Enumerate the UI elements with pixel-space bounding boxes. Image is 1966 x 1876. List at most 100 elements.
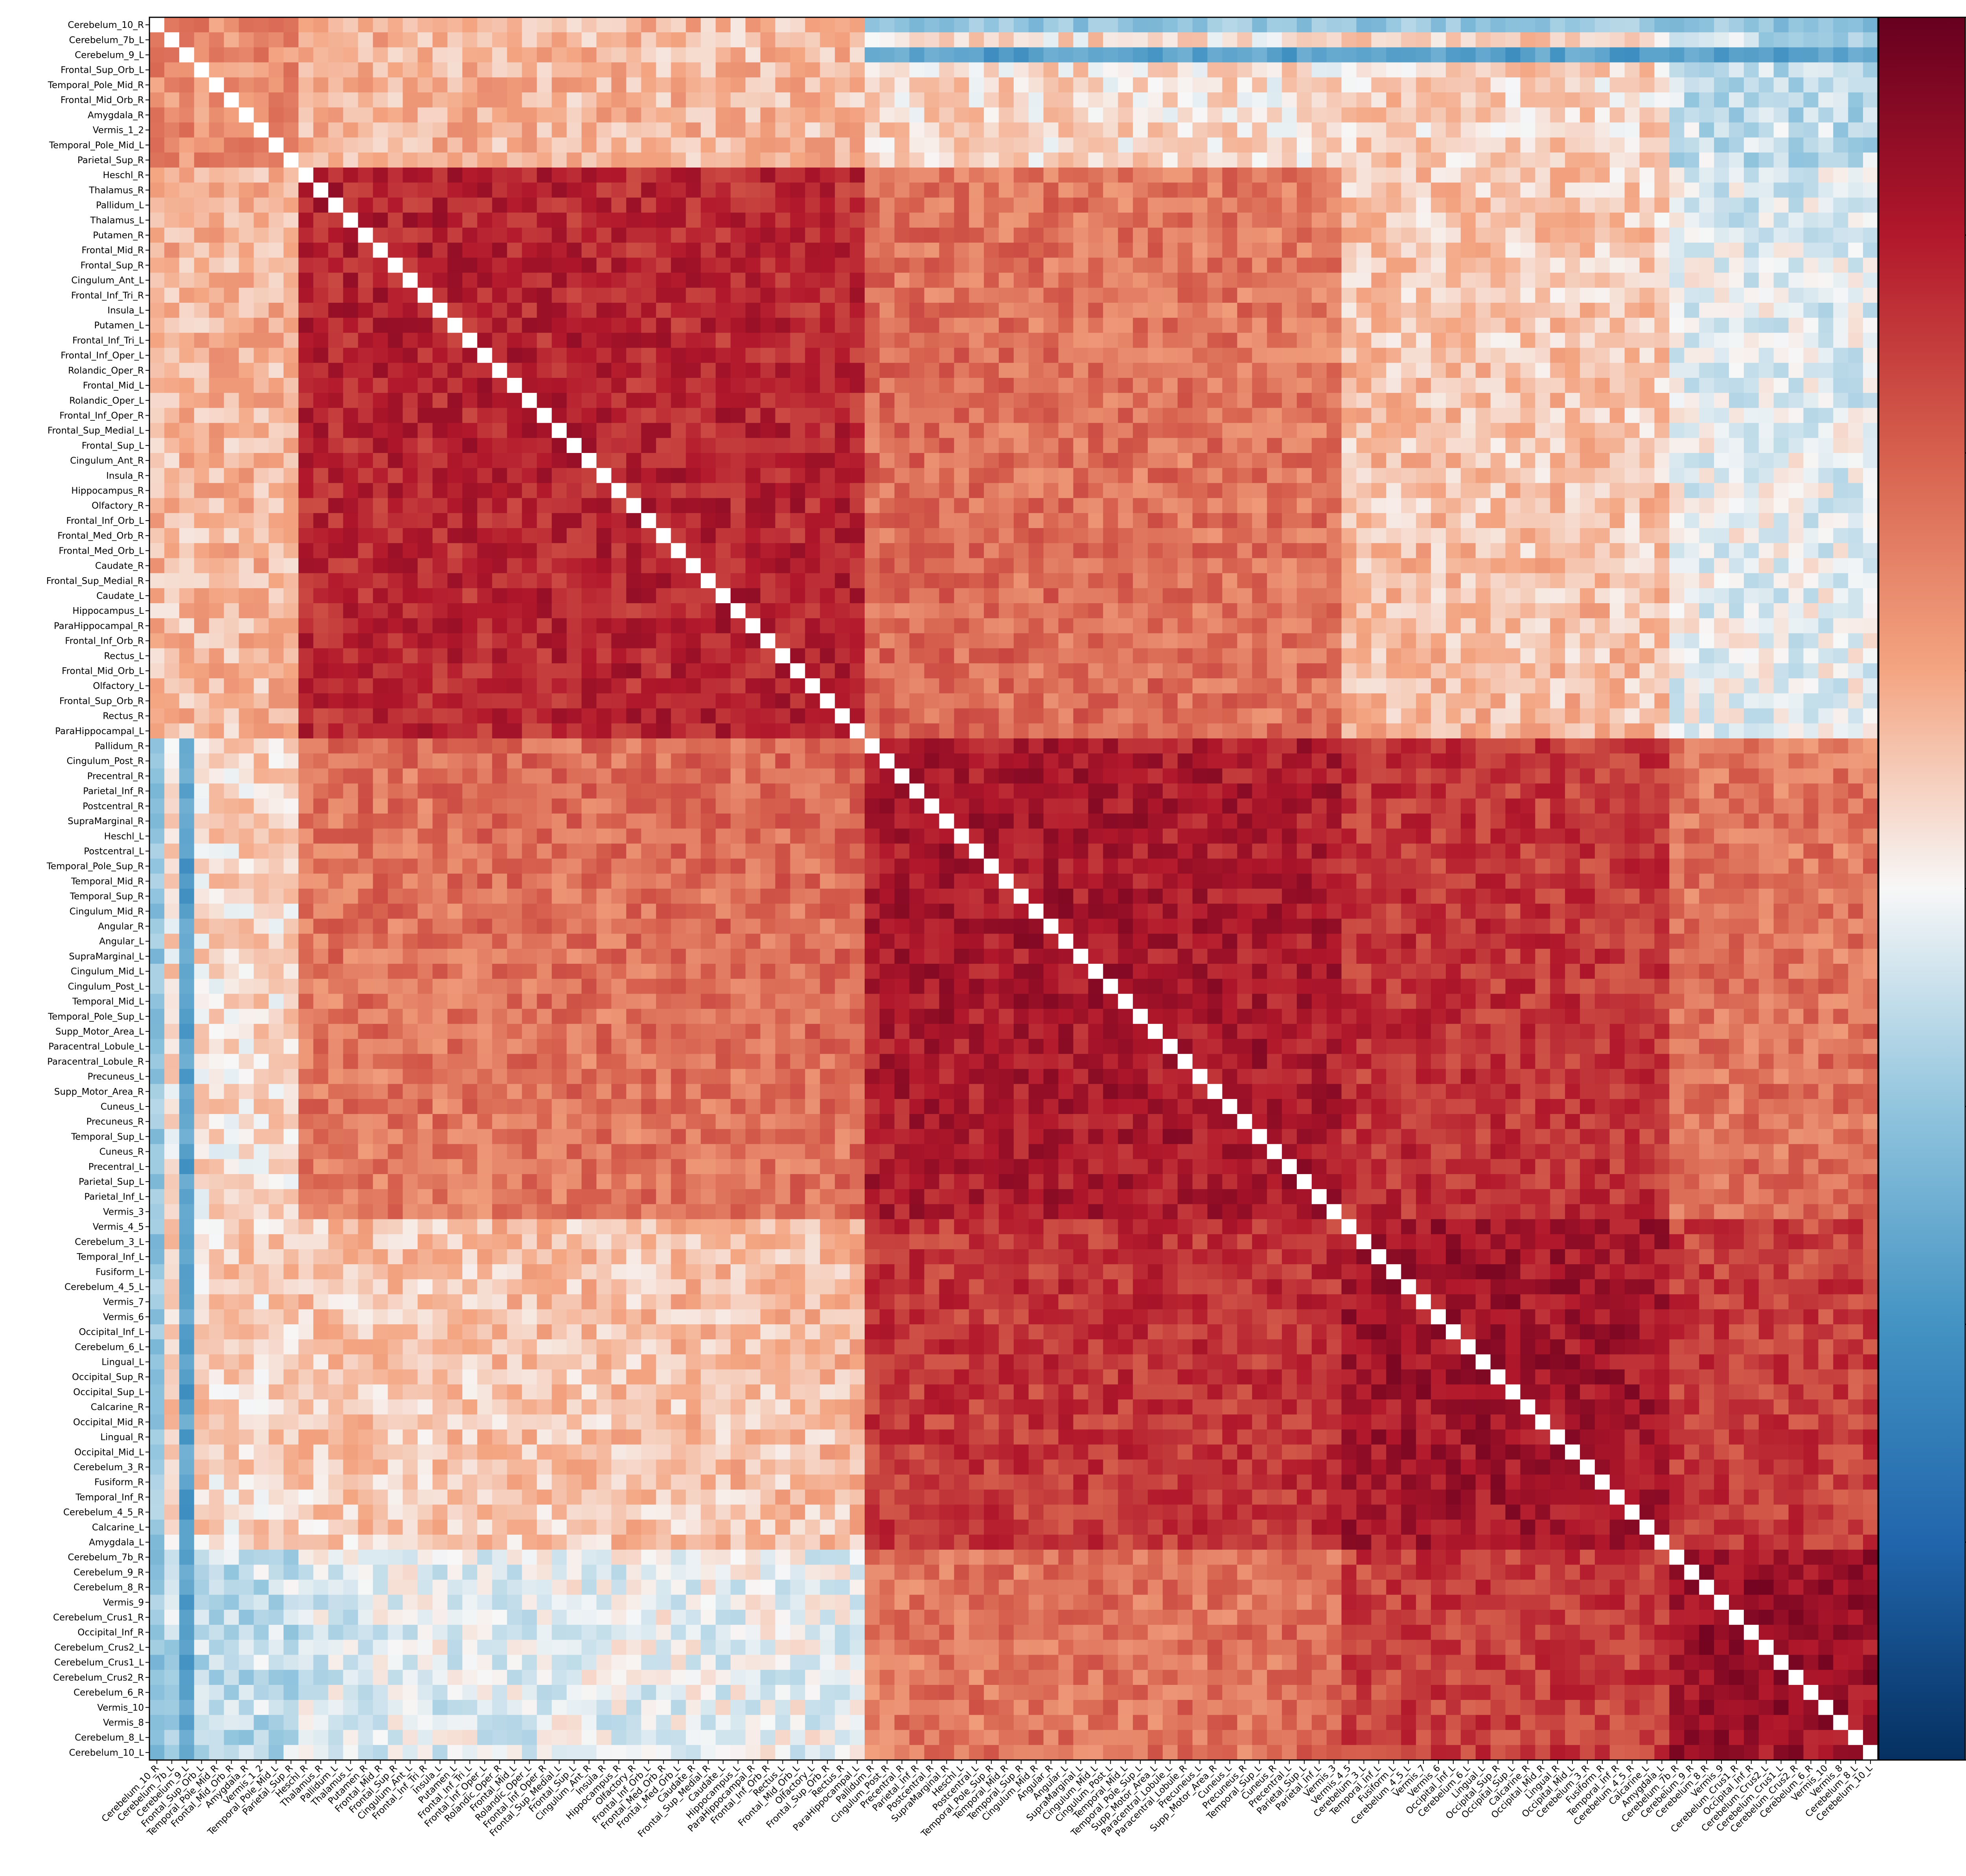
- heatmap-cell: [1192, 483, 1208, 499]
- heatmap-cell: [1222, 438, 1238, 453]
- heatmap-cell: [1594, 408, 1610, 423]
- heatmap-cell: [1624, 137, 1640, 153]
- heatmap-cell: [1460, 633, 1476, 649]
- heatmap-cell: [1148, 107, 1163, 123]
- heatmap-cell: [1311, 197, 1327, 213]
- heatmap-cell: [164, 513, 180, 528]
- heatmap-cell: [567, 377, 582, 393]
- heatmap-cell: [1431, 468, 1446, 484]
- heatmap-cell: [507, 287, 523, 303]
- heatmap-cell: [1565, 17, 1580, 33]
- heatmap-cell: [969, 483, 984, 499]
- heatmap-cell: [760, 618, 776, 634]
- heatmap-cell: [1535, 648, 1550, 664]
- heatmap-cell: [865, 588, 880, 604]
- heatmap-cell: [1237, 182, 1252, 198]
- heatmap-cell: [447, 197, 463, 213]
- heatmap-cell: [969, 77, 984, 93]
- heatmap-cell: [850, 453, 865, 468]
- heatmap-cell: [701, 453, 716, 468]
- heatmap-cell: [1505, 423, 1521, 438]
- heatmap-cell: [1609, 558, 1625, 574]
- heatmap-cell: [1386, 32, 1401, 48]
- heatmap-cell: [283, 32, 299, 48]
- heatmap-cell: [1624, 633, 1640, 649]
- heatmap-cell: [1207, 77, 1223, 93]
- heatmap-cell: [879, 453, 895, 468]
- heatmap-cell: [179, 618, 195, 634]
- heatmap-cell: [1207, 258, 1223, 273]
- heatmap-cell: [1699, 573, 1714, 589]
- heatmap-cell: [239, 453, 254, 468]
- heatmap-cell: [1520, 408, 1535, 423]
- heatmap-cell: [462, 17, 478, 33]
- heatmap-cell: [701, 122, 716, 138]
- heatmap-cell: [447, 182, 463, 198]
- heatmap-cell: [596, 272, 612, 288]
- heatmap-cell: [1162, 558, 1178, 574]
- heatmap-cell: [790, 17, 806, 33]
- heatmap-cell: [641, 543, 657, 559]
- heatmap-cell: [269, 588, 284, 604]
- heatmap-cell: [477, 272, 493, 288]
- heatmap-cell: [343, 483, 359, 499]
- heatmap-cell: [537, 318, 552, 333]
- heatmap-cell: [716, 17, 731, 33]
- heatmap-cell: [1863, 363, 1878, 378]
- heatmap-cell: [1237, 302, 1252, 318]
- heatmap-cell: [582, 633, 597, 649]
- heatmap-cell: [1863, 423, 1878, 438]
- heatmap-cell: [805, 543, 820, 559]
- heatmap-cell: [1460, 272, 1476, 288]
- heatmap-cell: [1490, 348, 1506, 363]
- heatmap-cell: [1177, 377, 1193, 393]
- heatmap-cell: [686, 212, 701, 228]
- heatmap-cell: [1311, 438, 1327, 453]
- heatmap-cell: [254, 618, 269, 634]
- heatmap-cell: [716, 423, 731, 438]
- heatmap-cell: [611, 137, 627, 153]
- heatmap-cell: [1803, 32, 1819, 48]
- heatmap-cell: [1282, 182, 1297, 198]
- heatmap-cell: [1490, 77, 1506, 93]
- heatmap-cell: [507, 152, 523, 168]
- heatmap-cell: [462, 453, 478, 468]
- heatmap-cell: [820, 287, 835, 303]
- heatmap-cell: [1729, 32, 1744, 48]
- heatmap-cell: [1267, 438, 1282, 453]
- heatmap-cell: [686, 318, 701, 333]
- heatmap-cell: [373, 287, 388, 303]
- heatmap-cell: [507, 47, 523, 63]
- heatmap-cell: [805, 603, 820, 619]
- heatmap-cell: [1386, 408, 1401, 423]
- heatmap-cell: [1431, 272, 1446, 288]
- heatmap-cell: [894, 92, 910, 108]
- heatmap-cell: [522, 182, 537, 198]
- heatmap-cell: [835, 243, 850, 258]
- heatmap-cell: [1192, 318, 1208, 333]
- heatmap-cell: [224, 633, 239, 649]
- heatmap-cell: [194, 468, 210, 484]
- heatmap-cell: [1803, 227, 1819, 243]
- heatmap-cell: [194, 137, 210, 153]
- heatmap-cell: [1863, 558, 1878, 574]
- heatmap-cell: [1326, 633, 1342, 649]
- heatmap-cell: [984, 302, 999, 318]
- heatmap-cell: [1669, 438, 1684, 453]
- heatmap-cell: [1386, 243, 1401, 258]
- heatmap-cell: [716, 468, 731, 484]
- heatmap-cell: [865, 122, 880, 138]
- heatmap-cell: [1743, 107, 1759, 123]
- heatmap-cell: [716, 513, 731, 528]
- heatmap-cell: [328, 377, 344, 393]
- heatmap-cell: [1043, 558, 1059, 574]
- heatmap-cell: [1118, 438, 1133, 453]
- heatmap-cell: [1371, 92, 1387, 108]
- heatmap-cell: [164, 408, 180, 423]
- heatmap-cell: [1014, 648, 1029, 664]
- heatmap-cell: [1103, 633, 1118, 649]
- heatmap-cell: [388, 543, 403, 559]
- heatmap-cell: [1088, 77, 1103, 93]
- heatmap-cell: [1267, 558, 1282, 574]
- heatmap-cell: [194, 17, 210, 33]
